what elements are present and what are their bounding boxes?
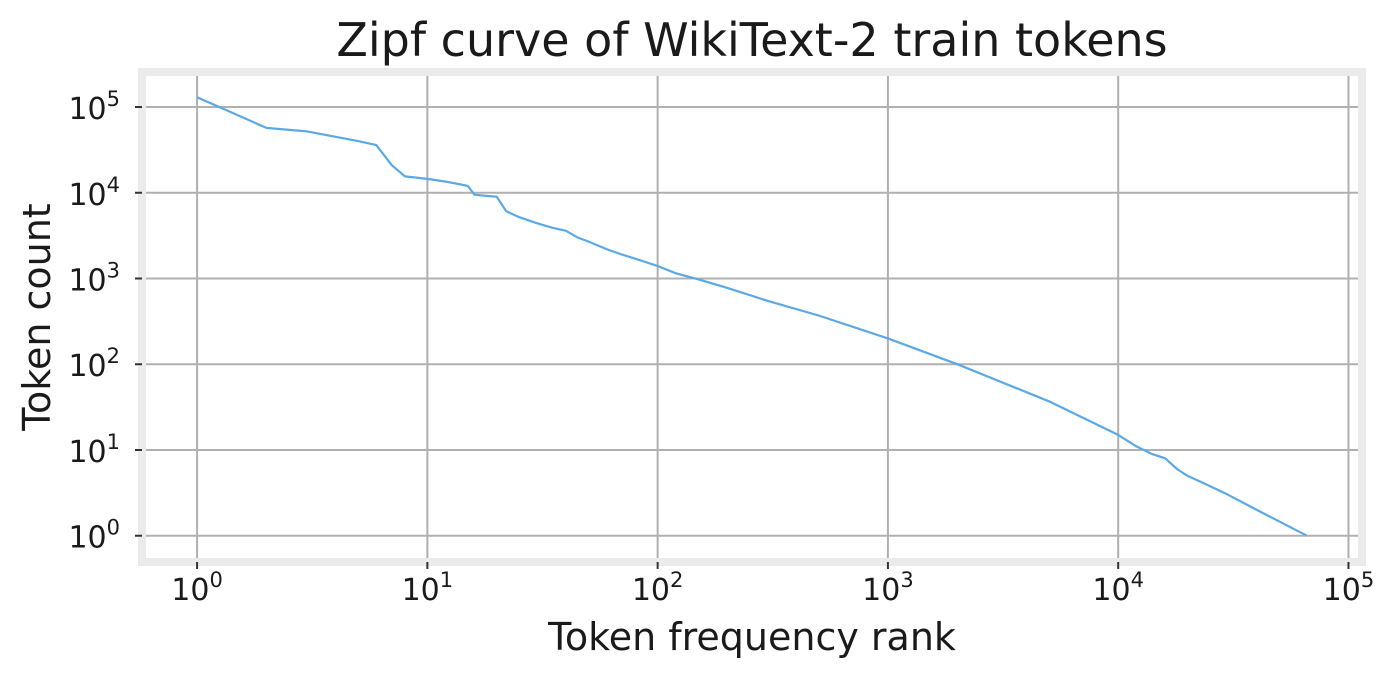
chart-title: Zipf curve of WikiText-2 train tokens: [336, 13, 1167, 67]
y-tick-label-5: 105: [68, 87, 120, 127]
y-tick-label-1: 101: [68, 430, 120, 470]
x-tick-label-1: 101: [402, 568, 454, 608]
x-tick-label-2: 102: [632, 568, 684, 608]
x-tick-label-5: 105: [1323, 568, 1375, 608]
x-tick-label-0: 100: [171, 568, 223, 608]
y-tick-label-4: 104: [68, 173, 120, 213]
plot-area: [138, 68, 1366, 566]
grid-lines: [146, 76, 1358, 558]
x-axis-label: Token frequency rank: [547, 615, 956, 659]
axis-ticks: 100 101 102 103 104 105 100 101 102 103 104 105: [68, 87, 1374, 608]
y-axis-label: Token count: [15, 203, 59, 431]
x-tick-label-3: 103: [862, 568, 914, 608]
y-tick-label-3: 103: [68, 259, 120, 299]
zipf-series-line: [196, 96, 1308, 537]
y-tick-label-2: 102: [68, 344, 120, 384]
x-tick-label-4: 104: [1092, 568, 1144, 608]
y-tick-label-0: 100: [68, 516, 120, 556]
